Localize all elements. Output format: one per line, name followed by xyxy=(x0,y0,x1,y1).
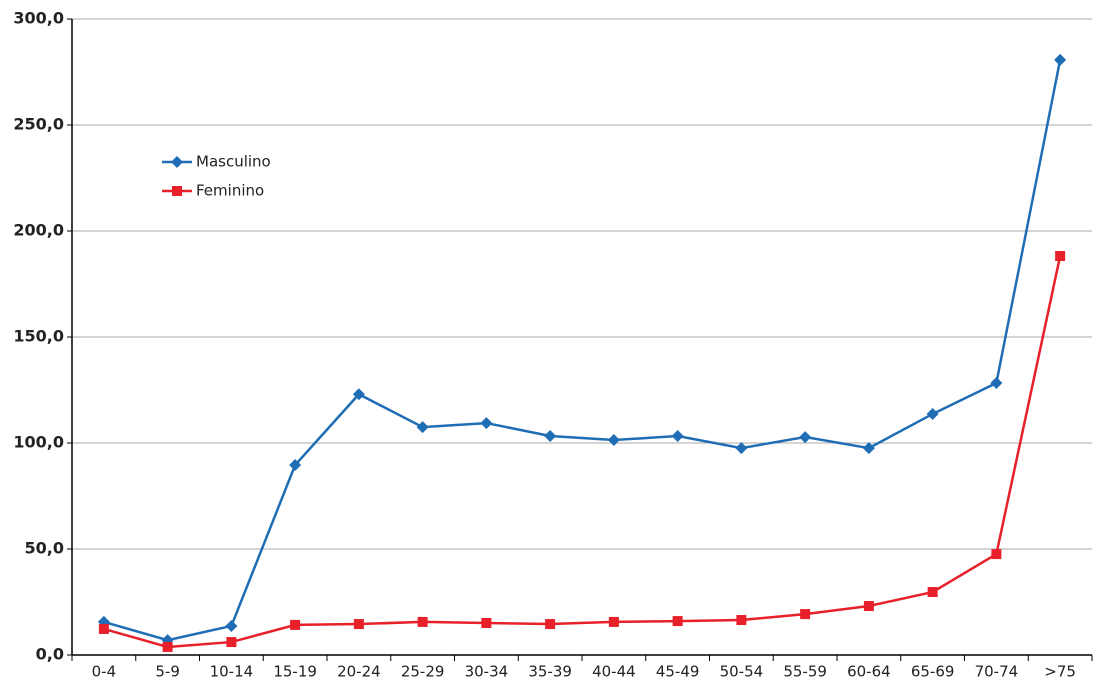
x-tick-label: 20-24 xyxy=(337,663,381,681)
x-tick-label: 5-9 xyxy=(155,663,180,681)
point xyxy=(1054,53,1067,66)
x-tick-label: 70-74 xyxy=(975,663,1019,681)
legend-marker xyxy=(171,156,183,168)
series-line xyxy=(103,255,1062,649)
point xyxy=(991,549,1002,560)
point xyxy=(990,377,1003,390)
x-tick-label: 55-59 xyxy=(783,663,827,681)
series-line xyxy=(103,59,1062,642)
x-tick-label: 30-34 xyxy=(465,663,509,681)
point xyxy=(544,430,557,443)
point xyxy=(352,388,365,401)
x-tick-label: 15-19 xyxy=(273,663,317,681)
x-tick-label: >75 xyxy=(1044,663,1076,681)
x-tick-label: 65-69 xyxy=(911,663,955,681)
point xyxy=(416,421,429,434)
x-tick-label: 10-14 xyxy=(210,663,254,681)
legend-label: Feminino xyxy=(196,182,264,200)
x-tick-label: 40-44 xyxy=(592,663,636,681)
point xyxy=(290,619,301,630)
point xyxy=(480,417,493,430)
x-tick-label: 60-64 xyxy=(847,663,891,681)
legend-marker xyxy=(172,186,182,196)
point xyxy=(800,609,811,620)
point xyxy=(417,616,428,627)
y-tick-label: 300,0 xyxy=(13,9,64,28)
point xyxy=(607,434,620,447)
point xyxy=(1055,251,1066,262)
x-tick-label: 50-54 xyxy=(720,663,764,681)
point xyxy=(225,619,238,632)
point xyxy=(98,623,109,634)
y-tick-label: 200,0 xyxy=(13,221,64,240)
x-tick-label: 0-4 xyxy=(92,663,117,681)
point xyxy=(926,407,939,420)
point xyxy=(671,430,684,443)
point xyxy=(289,459,302,472)
y-tick-label: 0,0 xyxy=(36,645,64,664)
point xyxy=(735,442,748,455)
legend-label: Masculino xyxy=(196,153,271,171)
point xyxy=(736,615,747,626)
point xyxy=(353,619,364,630)
point xyxy=(162,641,173,652)
x-tick-label: 35-39 xyxy=(528,663,572,681)
point xyxy=(226,637,237,648)
y-tick-label: 250,0 xyxy=(13,115,64,134)
x-tick-label: 25-29 xyxy=(401,663,445,681)
y-tick-label: 150,0 xyxy=(13,327,64,346)
point xyxy=(927,587,938,598)
x-tick-label: 45-49 xyxy=(656,663,700,681)
y-tick-label: 100,0 xyxy=(13,433,64,452)
point xyxy=(481,617,492,628)
point xyxy=(608,616,619,627)
point xyxy=(799,431,812,444)
point xyxy=(862,442,875,455)
point xyxy=(545,619,556,630)
point xyxy=(672,616,683,627)
point xyxy=(863,601,874,612)
y-tick-label: 50,0 xyxy=(25,539,64,558)
